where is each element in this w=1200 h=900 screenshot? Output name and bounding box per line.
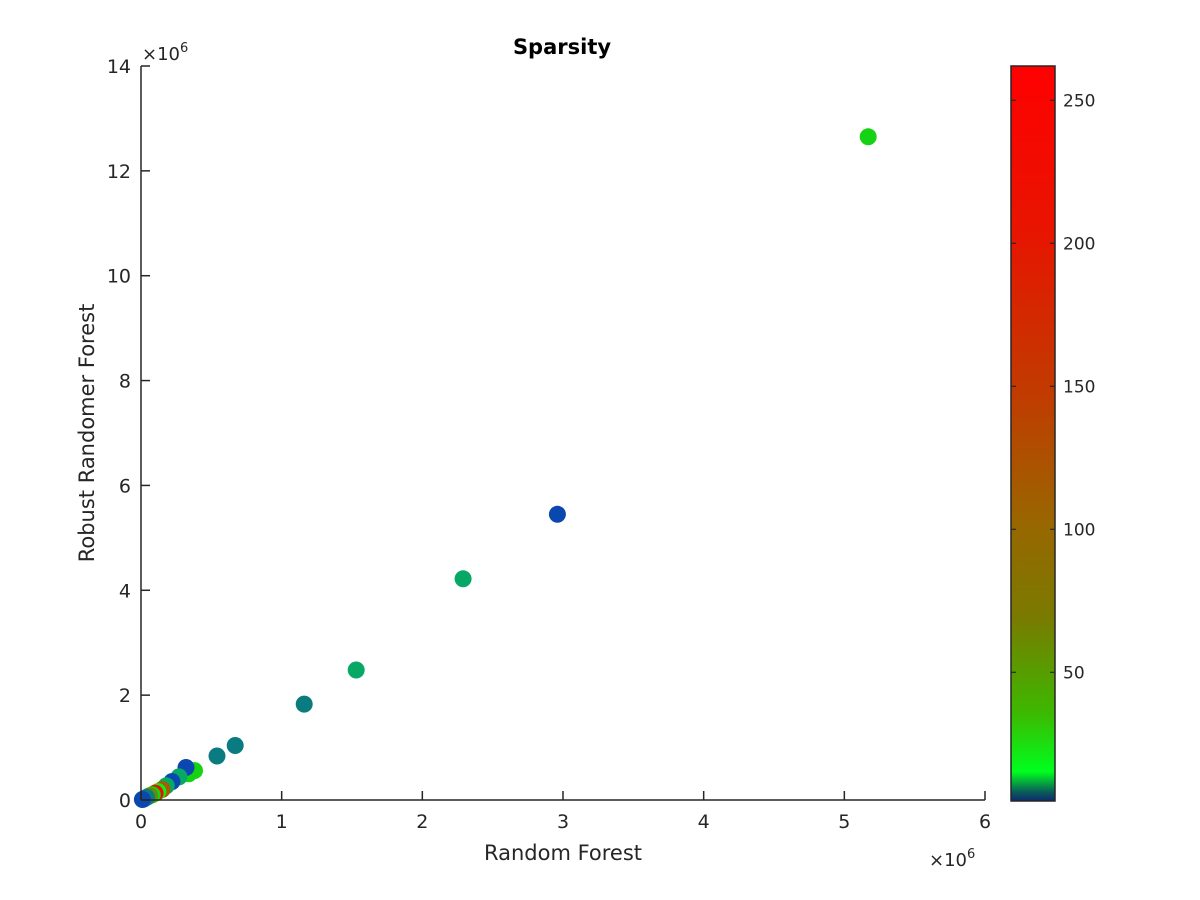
x-tick-label: 0 [135,811,147,833]
y-exponent-power: 6 [180,41,188,56]
colorbar-tick-label: 100 [1063,520,1095,540]
colorbar-tick-label: 200 [1063,234,1095,254]
y-tick-label: 8 [119,371,131,393]
y-tick-label: 2 [119,685,131,707]
axes [140,66,985,801]
x-tick-label: 5 [838,811,850,833]
x-axis-label: Random Forest [484,841,642,865]
y-tick-label: 12 [107,161,131,183]
scatter-point [295,695,313,713]
scatter-point [347,661,365,679]
y-exponent-label: ×106 [142,41,188,65]
x-exponent-label: ×106 [929,847,975,871]
svg-text:×106: ×106 [929,847,975,871]
colorbar-tick-label: 50 [1063,663,1085,683]
x-exponent-power: 6 [967,847,975,862]
scatter-point [208,747,226,765]
y-tick-label: 10 [107,266,131,288]
x-ticks: 0 1 2 3 4 5 6 [135,791,991,833]
x-tick-label: 4 [698,811,710,833]
colorbar-tick-label: 150 [1063,377,1095,397]
chart-title: Sparsity [513,35,611,59]
scatter-point [226,737,244,754]
scatter-points [133,128,877,808]
colorbar-tick-label: 250 [1063,91,1095,111]
x-tick-label: 6 [979,811,991,833]
scatter-point [454,570,472,588]
y-exponent-base: ×10 [142,44,180,65]
x-tick-label: 2 [416,811,428,833]
x-exponent-base: ×10 [929,850,967,871]
x-tick-label: 3 [557,811,569,833]
svg-text:×106: ×106 [142,41,188,65]
scatter-point [548,505,566,523]
colorbar-ticks: 50 100 150 200 250 [1011,91,1095,683]
y-tick-label: 4 [119,580,131,602]
y-tick-label: 6 [119,475,131,497]
y-tick-label: 14 [107,56,131,78]
scatter-point [859,128,877,146]
y-axis-label: Robust Randomer Forest [75,304,99,563]
y-tick-label: 0 [119,790,131,812]
colorbar-gradient [1010,65,1056,802]
colorbar: 50 100 150 200 250 [1010,65,1095,802]
y-ticks: 0 2 4 6 8 10 12 14 [107,56,150,812]
x-tick-label: 1 [276,811,288,833]
